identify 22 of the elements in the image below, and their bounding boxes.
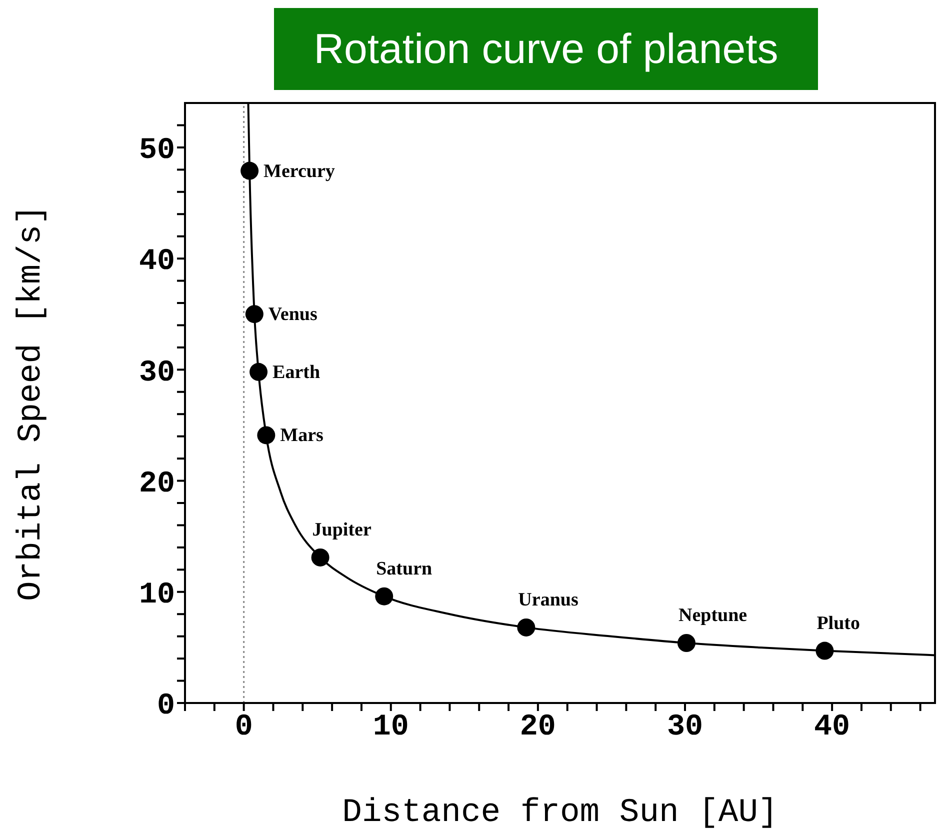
x-tick-label: 30 <box>666 710 704 744</box>
x-tick-label: 40 <box>814 710 850 744</box>
annotation: Uranus <box>518 589 578 610</box>
annotation: Saturn <box>376 558 433 580</box>
x-tick-label: 0 <box>234 710 253 744</box>
annotation: Mercury <box>264 160 336 182</box>
annotation: Venus <box>268 304 318 326</box>
y-tick-label: 20 <box>138 467 175 502</box>
x-tick-label: 10 <box>372 710 409 744</box>
y-tick-label: 10 <box>138 578 175 613</box>
chart-title: Rotation curve of planets <box>274 8 818 90</box>
y-tick-label: 30 <box>138 356 175 390</box>
annotation: Jupiter <box>312 519 372 540</box>
y-tick-label: 50 <box>138 134 175 168</box>
y-axis-title: Orbital Speed [km/s] <box>12 204 50 602</box>
x-tick-label: 20 <box>520 710 556 744</box>
y-tick-label: 40 <box>138 245 175 280</box>
annotation: Neptune <box>678 605 748 626</box>
annotation: Pluto <box>816 612 860 634</box>
annotation: Mars <box>280 425 324 446</box>
x-axis-title: Distance from Sun [AU] <box>342 794 778 831</box>
annotation: Earth <box>272 362 320 383</box>
